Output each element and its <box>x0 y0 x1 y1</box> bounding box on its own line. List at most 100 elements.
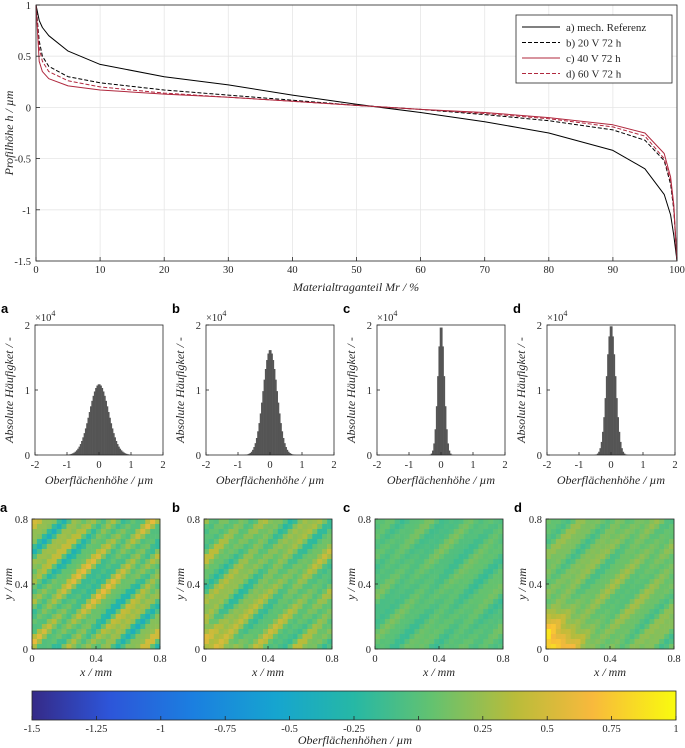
heatmap-cell <box>478 599 484 605</box>
heatmap-cell <box>384 524 391 530</box>
heatmap-cell <box>61 584 67 590</box>
heatmap-cell <box>439 589 445 595</box>
heatmap-cell <box>493 574 499 580</box>
histogram-bar <box>449 453 452 455</box>
heatmap-cell <box>302 614 308 620</box>
heatmap-cell <box>498 584 504 590</box>
heatmap-cell <box>498 539 504 545</box>
heatmap-cell <box>429 554 435 560</box>
heatmap-cell <box>287 609 293 615</box>
heatmap-cell <box>404 524 410 530</box>
heatmap-cell <box>488 519 494 525</box>
heatmap-cell <box>649 624 655 630</box>
heatmap-cell <box>448 614 455 620</box>
histogram-bar <box>284 443 286 455</box>
heatmap-cell <box>268 599 274 605</box>
heatmap-cell <box>409 559 415 565</box>
heatmap-cell <box>71 589 77 595</box>
heatmap-cell <box>560 519 566 525</box>
heatmap-cell <box>419 539 425 545</box>
heatmap-cell <box>105 564 112 570</box>
heatmap-cell <box>565 584 571 590</box>
heatmap-cell <box>439 519 445 525</box>
heatmap-cell <box>253 559 259 565</box>
heatmap-cell <box>282 624 288 630</box>
heatmap-cell <box>429 574 435 580</box>
heatmap-cell <box>634 564 640 570</box>
heatmap-cell <box>213 594 220 600</box>
heatmap-cell <box>322 564 328 570</box>
heatmap-cell <box>634 574 640 580</box>
heatmap-cell <box>297 524 303 530</box>
heatmap-cell <box>458 639 464 645</box>
heatmap-cell <box>96 559 102 565</box>
heatmap-cell <box>233 539 239 545</box>
heatmap-cell <box>453 569 459 575</box>
heatmap-cell <box>649 584 655 590</box>
heatmap-cell <box>56 529 62 535</box>
heatmap-cell <box>41 559 48 565</box>
heatmap-cell <box>120 584 126 590</box>
heatmap-cell <box>414 594 420 600</box>
heatmap-cell <box>41 609 48 615</box>
heatmap-cell <box>555 619 562 625</box>
heatmap-cell <box>493 634 499 640</box>
heatmap-cell <box>669 539 675 545</box>
histogram-bar <box>116 444 119 455</box>
heatmap-cell <box>389 629 395 635</box>
histogram-bar <box>287 451 290 455</box>
heatmap-cell <box>81 589 87 595</box>
heatmap-cell <box>302 524 308 530</box>
heatmap-cell <box>327 599 333 605</box>
heatmap-cell <box>399 549 405 555</box>
heatmap-cell <box>424 584 430 590</box>
heatmap-cell <box>414 624 420 630</box>
heatmap-cell <box>493 524 499 530</box>
heatmap-cell <box>384 589 391 595</box>
heatmap-cell <box>312 569 318 575</box>
heatmap-cell <box>307 539 313 545</box>
heatmap-cell <box>473 539 479 545</box>
heatmap-cell <box>434 564 440 570</box>
heatmap-cell <box>575 554 581 560</box>
heatmap-cell <box>71 619 77 625</box>
heatmap-cell <box>307 604 313 610</box>
heatmap-cell <box>600 564 606 570</box>
heatmap-cell <box>580 594 586 600</box>
heatmap-cell <box>120 609 126 615</box>
heatmap-cell <box>51 584 57 590</box>
hist-y-tick-label: 1 <box>537 386 542 397</box>
heatmap-cell <box>379 639 386 645</box>
heatmap-cell <box>327 589 333 595</box>
heatmap-cell <box>66 524 72 530</box>
heatmap-cell <box>76 559 82 565</box>
heatmap-cell <box>61 559 67 565</box>
heatmap-cell <box>41 589 48 595</box>
heatmap-cell <box>268 614 274 620</box>
heatmap-cell <box>258 554 264 560</box>
heatmap-cell <box>478 619 484 625</box>
heatmap-cell <box>297 559 303 565</box>
heatmap-cell <box>100 519 107 525</box>
heatmap-cell <box>419 574 425 580</box>
heatmap-cell <box>86 609 92 615</box>
heatmap-cell <box>317 534 323 540</box>
heatmap-cell <box>429 594 435 600</box>
heatmap-cell <box>277 614 284 620</box>
heatmap-cell <box>434 599 440 605</box>
heatmap-cell <box>610 639 616 645</box>
heatmap-cell <box>61 634 67 640</box>
heatmap-cell <box>389 614 395 620</box>
heatmap-cell <box>130 539 136 545</box>
heatmap-cell <box>389 599 395 605</box>
heatmap-cell <box>473 599 479 605</box>
heatmap-cell <box>238 539 244 545</box>
heatmap-cell <box>453 614 459 620</box>
heatmap-cell <box>585 599 591 605</box>
heatmap-cell <box>56 579 62 585</box>
heatmap-cell <box>498 524 504 530</box>
panel-letter: d <box>514 500 522 515</box>
heatmap-cell <box>96 604 102 610</box>
heatmap-cell <box>96 629 102 635</box>
heatmap-cell <box>71 569 77 575</box>
